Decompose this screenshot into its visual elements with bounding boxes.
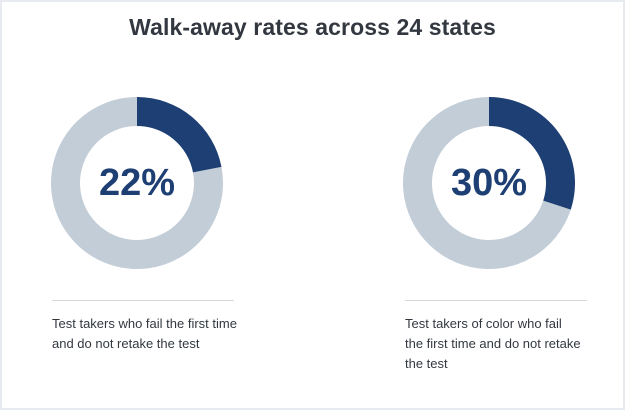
donut-center-label: 30% [451,162,527,204]
caption-left: Test takers who fail the first time and … [52,314,292,354]
donut-value-slice [137,97,222,173]
caption-divider-right [405,300,587,301]
caption-line: Test takers who fail the first time [52,316,237,331]
donut-center-label: 22% [99,162,175,204]
donut-remainder-slice [402,97,571,269]
caption-divider-left [52,300,234,301]
caption-right: Test takers of color who fail the first … [405,314,625,374]
donut-value-slice [489,97,575,210]
chart-title: Walk-away rates across 24 states [129,14,496,40]
donut-remainder-slice [51,97,223,269]
donut-chart-test-takers-of-color: 30% [402,97,575,269]
donut-chart-all-test-takers: 22% [51,97,223,269]
caption-line: the first time and do not retake [405,336,581,351]
caption-line: the test [405,356,448,371]
caption-line: and do not retake the test [52,336,200,351]
caption-line: Test takers of color who fail [405,316,562,331]
